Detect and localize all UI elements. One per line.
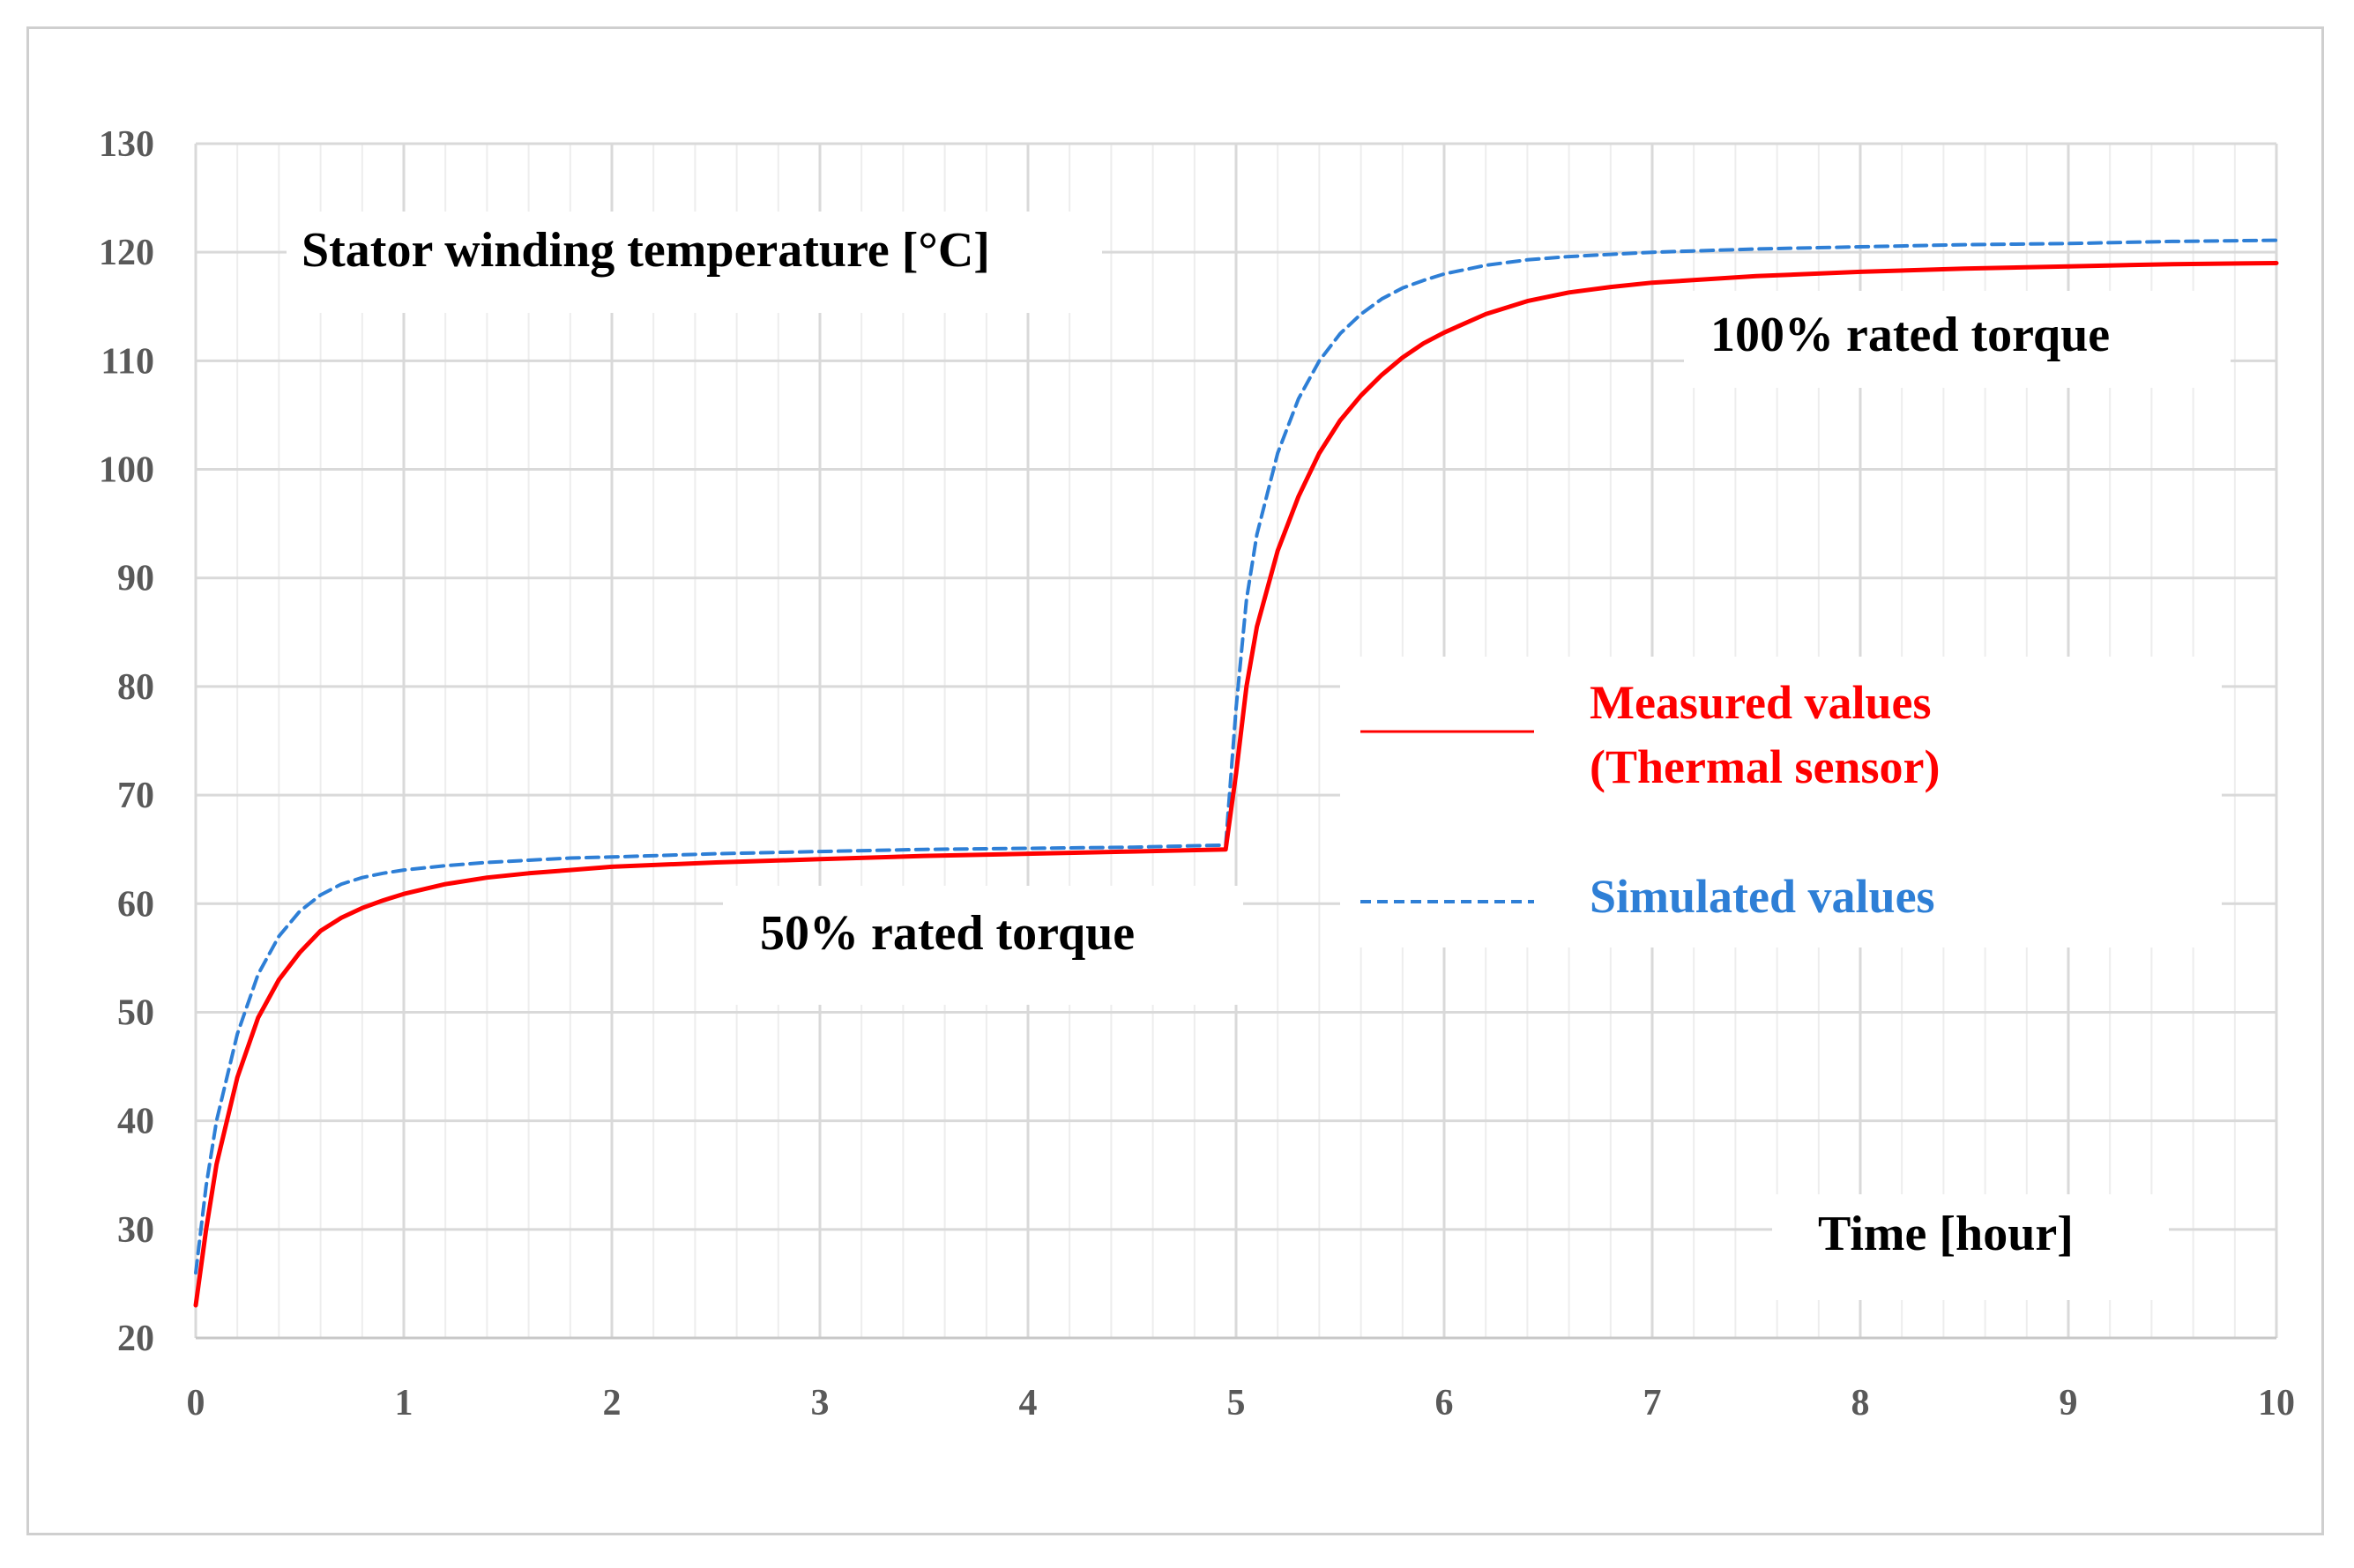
legend-measured-label-line2: (Thermal sensor)	[1590, 740, 1940, 793]
x-tick-label: 4	[1019, 1383, 1038, 1423]
y-tick-label: 110	[101, 341, 154, 382]
y-tick-label: 50	[117, 992, 154, 1033]
x-tick-label: 7	[1643, 1383, 1662, 1423]
y-tick-label: 30	[117, 1210, 154, 1251]
y-tick-label: 100	[99, 450, 154, 491]
y-axis-label: Stator winding temperature [°C]	[302, 223, 990, 278]
ylabel-background	[287, 212, 1102, 313]
x-axis-label: Time [hour]	[1818, 1207, 2074, 1261]
measured-values-line	[193, 261, 2279, 1308]
y-tick-label: 60	[117, 884, 154, 925]
high-load-label-background	[1684, 291, 2231, 388]
xlabel-background	[1772, 1194, 2169, 1300]
x-tick-label: 8	[1851, 1383, 1870, 1423]
y-tick-label: 80	[117, 667, 154, 708]
x-tick-label: 10	[2258, 1383, 2295, 1423]
x-tick-label: 2	[603, 1383, 622, 1423]
x-tick-label: 9	[2060, 1383, 2078, 1423]
legend: Measured values (Thermal sensor) Simulat…	[1360, 676, 1940, 923]
high-load-annotation: 100% rated torque	[1710, 308, 2110, 362]
legend-background	[1340, 657, 2222, 947]
y-axis-tick-labels: 20 30 40 50 60 70 80 90 100 110 120 130	[99, 124, 154, 1359]
simulated-values-line	[194, 238, 2278, 1275]
y-tick-label: 20	[117, 1319, 154, 1359]
data-series	[193, 238, 2279, 1308]
low-load-label-background	[723, 886, 1243, 1005]
x-tick-label: 6	[1435, 1383, 1454, 1423]
y-tick-label: 130	[99, 124, 154, 165]
x-tick-label: 3	[811, 1383, 830, 1423]
legend-simulated-label: Simulated values	[1590, 870, 1935, 923]
low-load-annotation: 50% rated torque	[760, 906, 1135, 961]
x-tick-label: 5	[1227, 1383, 1246, 1423]
y-tick-label: 90	[117, 559, 154, 599]
y-tick-label: 120	[99, 233, 154, 273]
x-axis-tick-labels: 0 1 2 3 4 5 6 7 8 9 10	[187, 1383, 2296, 1423]
y-tick-label: 70	[117, 776, 154, 816]
y-tick-label: 40	[117, 1102, 154, 1142]
x-tick-label: 1	[395, 1383, 413, 1423]
x-tick-label: 0	[187, 1383, 205, 1423]
legend-measured-label-line1: Measured values	[1590, 676, 1932, 729]
